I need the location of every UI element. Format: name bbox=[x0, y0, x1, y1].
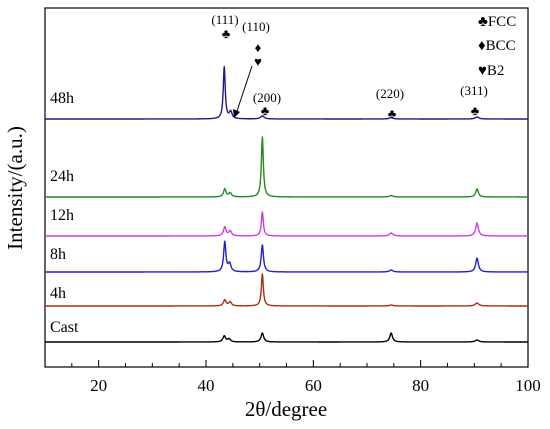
peak-label-111: (111) bbox=[211, 12, 238, 27]
x-tick-label: 40 bbox=[198, 376, 215, 395]
trace-8h bbox=[44, 240, 529, 273]
trace-label-cast: Cast bbox=[50, 319, 79, 336]
trace-4h bbox=[44, 273, 529, 307]
x-tick-label: 100 bbox=[515, 376, 541, 395]
trace-48h bbox=[44, 65, 529, 120]
fcc-marker-220: ♣ bbox=[388, 106, 397, 121]
x-axis-ticks bbox=[44, 360, 529, 367]
fcc-marker-200: ♣ bbox=[261, 103, 270, 118]
legend-label-b2: B2 bbox=[487, 63, 505, 79]
peak-label-311: (311) bbox=[460, 83, 488, 98]
legend-symbol-bcc: ♦ bbox=[478, 38, 486, 54]
legend-label-fcc: FCC bbox=[488, 14, 516, 30]
xrd-traces bbox=[44, 65, 529, 343]
b2-marker-110: ♥ bbox=[254, 54, 262, 69]
y-axis-title: Intensity/(a.u.) bbox=[3, 126, 27, 250]
fcc-marker-311: ♣ bbox=[471, 103, 480, 118]
legend-item-b2: ♥B2 bbox=[478, 63, 504, 79]
x-axis-tick-labels: 20 40 60 80 100 bbox=[90, 376, 541, 395]
bcc-marker-110: ♦ bbox=[255, 40, 262, 55]
fcc-marker-111: ♣ bbox=[222, 26, 231, 41]
trace-label-48h: 48h bbox=[50, 90, 74, 107]
x-tick-label: 80 bbox=[412, 376, 429, 395]
peak-label-220: (220) bbox=[376, 86, 404, 101]
legend-symbol-b2: ♥ bbox=[478, 63, 487, 79]
trace-12h bbox=[44, 211, 529, 237]
legend-item-bcc: ♦BCC bbox=[478, 38, 516, 54]
trace-label-8h: 8h bbox=[50, 246, 66, 263]
legend-item-fcc: ♣FCC bbox=[478, 14, 516, 30]
x-tick-label: 60 bbox=[305, 376, 322, 395]
peak-arrow-line bbox=[235, 65, 253, 115]
trace-label-4h: 4h bbox=[50, 285, 66, 302]
legend-symbol-fcc: ♣ bbox=[478, 14, 488, 30]
trace-label-12h: 12h bbox=[50, 207, 74, 224]
x-tick-label: 20 bbox=[90, 376, 107, 395]
trace-24h bbox=[44, 136, 529, 198]
trace-cast bbox=[44, 332, 529, 343]
peak-label-200: (200) bbox=[253, 90, 281, 105]
x-axis-title: 2θ/degree bbox=[245, 397, 327, 421]
peak-label-110: (110) bbox=[242, 19, 270, 34]
peak-arrow-head bbox=[233, 109, 240, 118]
legend-label-bcc: BCC bbox=[486, 38, 516, 54]
trace-label-24h: 24h bbox=[50, 168, 74, 185]
trace-labels: 48h 24h 12h 8h 4h Cast bbox=[50, 90, 79, 336]
legend: ♣FCC ♦BCC ♥B2 bbox=[478, 14, 516, 79]
